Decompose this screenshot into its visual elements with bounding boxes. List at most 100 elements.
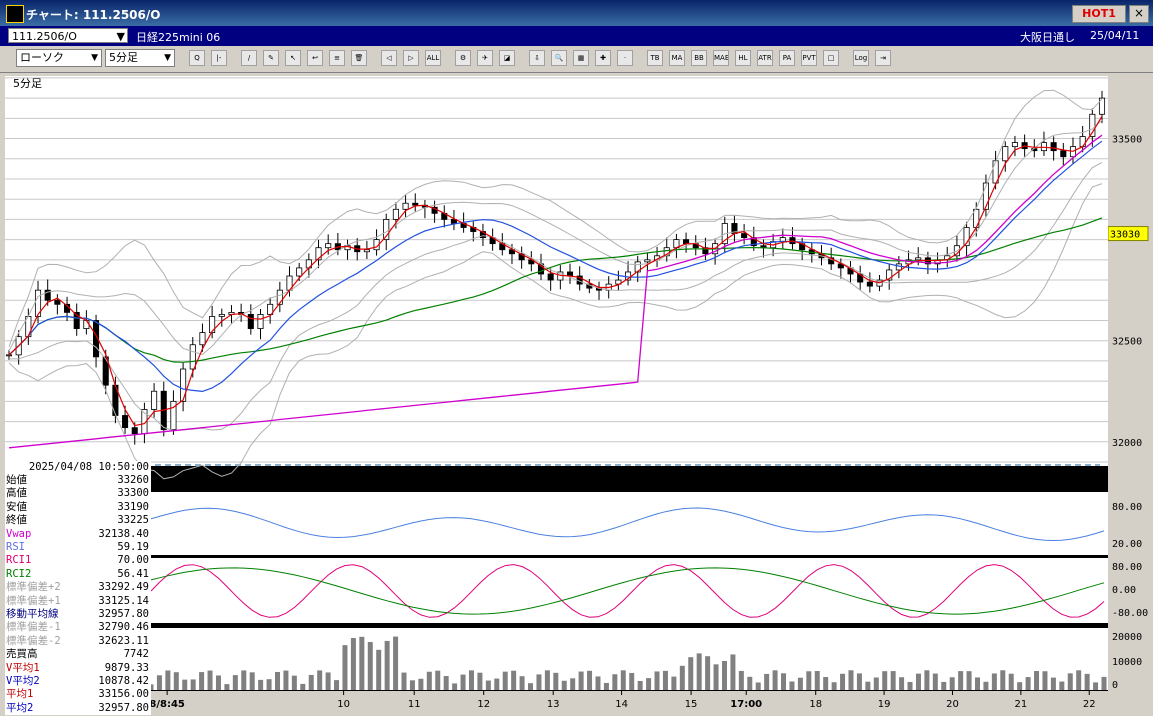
volume-bar (249, 672, 255, 690)
volume-bar (190, 679, 196, 690)
volume-bar (1067, 673, 1073, 690)
volume-bar (907, 682, 913, 690)
chart-type-select[interactable]: ローソク ▼ (16, 49, 102, 67)
panel-row: 始値 33260 (5, 474, 150, 487)
panel-row-label: V平均1 (6, 661, 40, 674)
exit-icon[interactable]: ⇥ (875, 50, 891, 66)
panel-row-label: 高値 (6, 487, 27, 500)
panel-datetime-row: 2025/04/08 10:50:00 (5, 461, 150, 474)
candle-body (363, 249, 370, 253)
volume-bar (241, 670, 247, 690)
para-icon[interactable]: PA (779, 50, 795, 66)
search-icon[interactable]: 🔍 (551, 50, 567, 66)
rsi-tick-label: 80.00 (1112, 502, 1142, 513)
candle-body (1089, 113, 1096, 137)
panel-row-label: RCI2 (6, 567, 32, 580)
bb-icon[interactable]: BB (691, 50, 707, 66)
panel-row-label: 標準偏差-1 (6, 621, 61, 634)
candle-right-icon[interactable]: ▷ (403, 50, 419, 66)
ma-mid-line (8, 140, 1103, 393)
candle-body (189, 344, 196, 370)
rci-tick-label: -80.00 (1112, 608, 1148, 619)
mae-icon[interactable]: MAE (713, 50, 729, 66)
symbol-bar: 111.2506/O ▼ 日経225mini 06 大阪日通し 25/04/11 (0, 26, 1153, 46)
zoom-icon[interactable]: Q (189, 50, 205, 66)
window-title: チャート: 111.2506/O (26, 8, 161, 22)
candle-body (1002, 146, 1009, 162)
symbol-select[interactable]: 111.2506/O ▼ (8, 28, 128, 43)
trash-icon[interactable]: 🗑 (351, 50, 367, 66)
pencil-icon[interactable]: / (241, 50, 257, 66)
log-icon[interactable]: Log (853, 50, 869, 66)
volume-bar (1093, 682, 1099, 690)
volume-bar (646, 678, 652, 690)
disabled-icon[interactable]: · (617, 50, 633, 66)
candle-body (828, 257, 835, 265)
price-tick-label: 33500 (1112, 135, 1142, 146)
ma-icon[interactable]: MA (669, 50, 685, 66)
draw-icon[interactable]: ↩ (307, 50, 323, 66)
color-icon[interactable]: ◪ (499, 50, 515, 66)
volume-bar (485, 680, 491, 690)
close-button[interactable]: × (1129, 5, 1149, 23)
volume-bar (283, 670, 289, 690)
volume-bar (266, 679, 272, 690)
panel-row-value: 56.41 (117, 567, 149, 580)
volume-bar (300, 683, 306, 690)
candle-body (180, 368, 187, 402)
candle-left-icon[interactable]: ◁ (381, 50, 397, 66)
panel-row: 売買高 7742 (5, 648, 150, 661)
panel-row-value: 33225 (117, 514, 149, 527)
current-price-label: 33030 (1110, 230, 1140, 241)
volume-bar (831, 682, 837, 690)
candle-body (402, 202, 409, 210)
candle-body (1011, 142, 1018, 148)
wrench-icon[interactable]: ✈ (477, 50, 493, 66)
rsi-tick-label: 20.00 (1112, 539, 1142, 550)
volume-bar (148, 684, 154, 690)
volume-bar (941, 681, 947, 690)
volume-bar (367, 642, 373, 690)
volume-bar (814, 670, 820, 690)
panel-row: 平均2 32957.80 (5, 702, 150, 715)
vwap-line (8, 134, 1103, 449)
memo-icon[interactable]: ≡ (329, 50, 345, 66)
hl-icon[interactable]: HL (735, 50, 751, 66)
panel-row: V平均1 9879.33 (5, 662, 150, 675)
candle-body (267, 303, 274, 315)
chevron-down-icon: ▼ (116, 30, 125, 43)
panel-row: 終値 33225 (5, 514, 150, 527)
hot-button[interactable]: HOT1 (1072, 5, 1126, 23)
volume-bar (1059, 681, 1065, 690)
pen-icon[interactable]: ✎ (263, 50, 279, 66)
volume-bar (958, 671, 964, 690)
ruler-icon[interactable]: |- (211, 50, 227, 66)
window-icon[interactable]: □ (823, 50, 839, 66)
volume-bar (806, 671, 812, 690)
chevron-down-icon: ▼ (91, 53, 98, 63)
atr-icon[interactable]: ATR (757, 50, 773, 66)
candle-body (412, 202, 419, 206)
volume-bar (1034, 671, 1040, 690)
candle-body (218, 314, 225, 317)
indicator-table-icon[interactable]: TB (647, 50, 663, 66)
table-icon[interactable]: ▦ (573, 50, 589, 66)
all-icon[interactable]: ALL (425, 50, 441, 66)
cursor-icon[interactable]: ↖ (285, 50, 301, 66)
x-tick-label: 8/8:45 (149, 699, 185, 710)
cross-icon[interactable]: ✚ (595, 50, 611, 66)
interval-select[interactable]: 5分足 ▼ (105, 49, 175, 67)
panel-row-value: 33300 (117, 487, 149, 500)
volume-bar (679, 665, 685, 690)
volume-bar (629, 672, 635, 690)
pvt-icon[interactable]: PVT (801, 50, 817, 66)
download-icon[interactable]: ⇩ (529, 50, 545, 66)
volume-bar (1050, 677, 1056, 690)
volume-bar (173, 672, 179, 690)
settings-icon[interactable]: ⚙ (455, 50, 471, 66)
volume-bar (1008, 673, 1014, 690)
candle-body (325, 243, 332, 249)
volume-bar (1101, 676, 1107, 690)
